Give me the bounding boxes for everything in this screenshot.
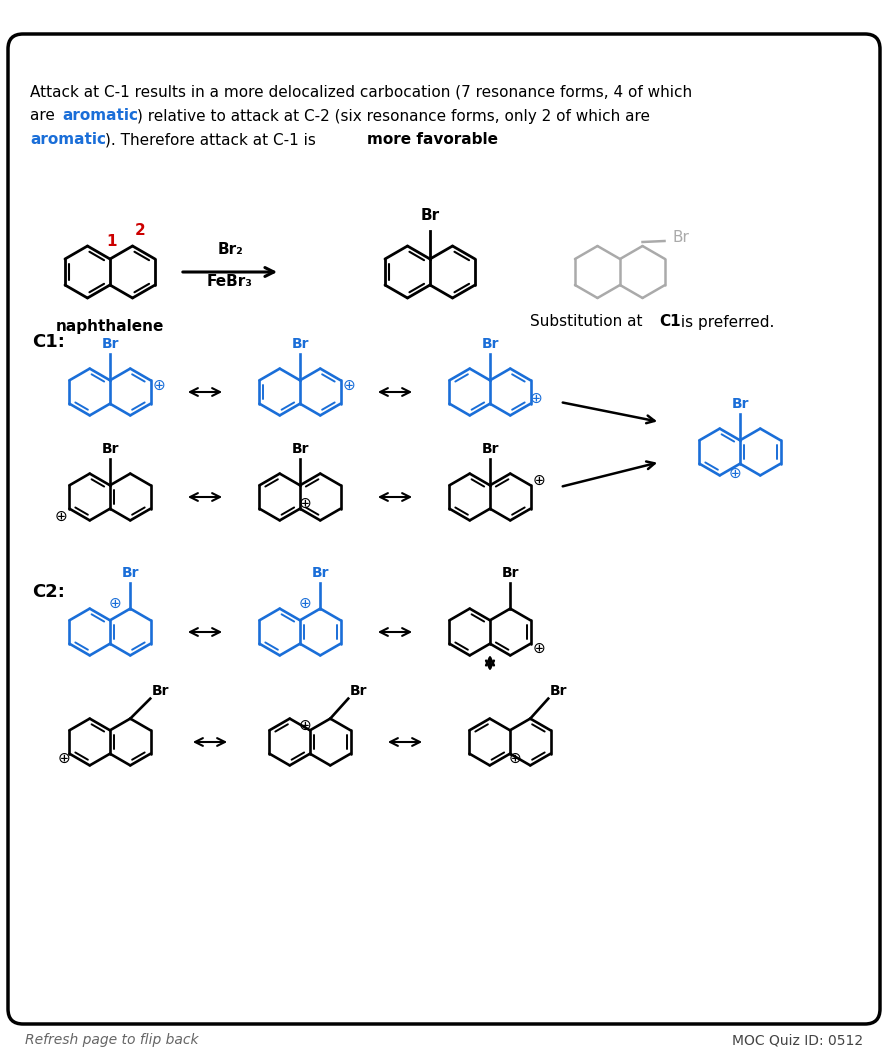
Text: ⊕: ⊕ bbox=[152, 378, 165, 392]
Text: aromatic: aromatic bbox=[62, 108, 138, 123]
Text: Br: Br bbox=[152, 684, 169, 697]
Text: 2: 2 bbox=[135, 223, 146, 238]
Text: ⊕: ⊕ bbox=[55, 509, 67, 524]
Text: ⊕: ⊕ bbox=[532, 472, 545, 488]
Text: Br: Br bbox=[550, 684, 567, 697]
Text: Br₂: Br₂ bbox=[218, 243, 243, 258]
Text: ⊕: ⊕ bbox=[532, 642, 545, 656]
Text: Br: Br bbox=[291, 338, 309, 351]
Text: ⊕: ⊕ bbox=[298, 717, 312, 733]
Text: FeBr₃: FeBr₃ bbox=[207, 275, 253, 289]
Text: ⊕: ⊕ bbox=[342, 378, 355, 392]
Text: Attack at C-1 results in a more delocalized carbocation (7 resonance forms, 4 of: Attack at C-1 results in a more delocali… bbox=[30, 84, 692, 100]
Text: ). Therefore attack at C-1 is: ). Therefore attack at C-1 is bbox=[105, 133, 321, 147]
Text: Br: Br bbox=[481, 442, 499, 457]
Text: are: are bbox=[30, 108, 59, 123]
Text: Br: Br bbox=[291, 442, 309, 457]
Text: Br: Br bbox=[420, 208, 440, 223]
FancyBboxPatch shape bbox=[8, 34, 880, 1024]
Text: Br: Br bbox=[502, 566, 519, 580]
Text: Br: Br bbox=[101, 338, 119, 351]
Text: C1:: C1: bbox=[32, 333, 65, 351]
Text: is preferred.: is preferred. bbox=[676, 315, 774, 329]
Text: ) relative to attack at C-2 (six resonance forms, only 2 of which are: ) relative to attack at C-2 (six resonan… bbox=[137, 108, 650, 123]
Text: C2:: C2: bbox=[32, 583, 65, 601]
Text: Br: Br bbox=[481, 338, 499, 351]
Text: .: . bbox=[490, 133, 495, 147]
Text: aromatic: aromatic bbox=[30, 133, 106, 147]
Text: ⊕: ⊕ bbox=[729, 466, 741, 481]
Text: ⊕: ⊕ bbox=[529, 391, 542, 406]
Text: Br: Br bbox=[312, 566, 329, 580]
Text: Substitution at: Substitution at bbox=[530, 315, 647, 329]
Text: more favorable: more favorable bbox=[367, 133, 498, 147]
Text: ⊕: ⊕ bbox=[109, 596, 122, 611]
Text: ⊕: ⊕ bbox=[299, 596, 312, 611]
Text: C1: C1 bbox=[659, 315, 680, 329]
Text: Br: Br bbox=[122, 566, 139, 580]
Text: Br: Br bbox=[350, 684, 367, 697]
Text: ⊕: ⊕ bbox=[298, 497, 312, 511]
Text: Br: Br bbox=[101, 442, 119, 457]
Text: Br: Br bbox=[731, 398, 749, 411]
Text: Br: Br bbox=[672, 230, 689, 245]
Text: Refresh page to flip back: Refresh page to flip back bbox=[25, 1033, 199, 1047]
Text: MOC Quiz ID: 0512: MOC Quiz ID: 0512 bbox=[732, 1033, 863, 1047]
Text: ⊕: ⊕ bbox=[509, 751, 521, 766]
Text: naphthalene: naphthalene bbox=[56, 320, 164, 335]
Text: ⊕: ⊕ bbox=[58, 751, 71, 766]
Text: 1: 1 bbox=[107, 234, 117, 249]
